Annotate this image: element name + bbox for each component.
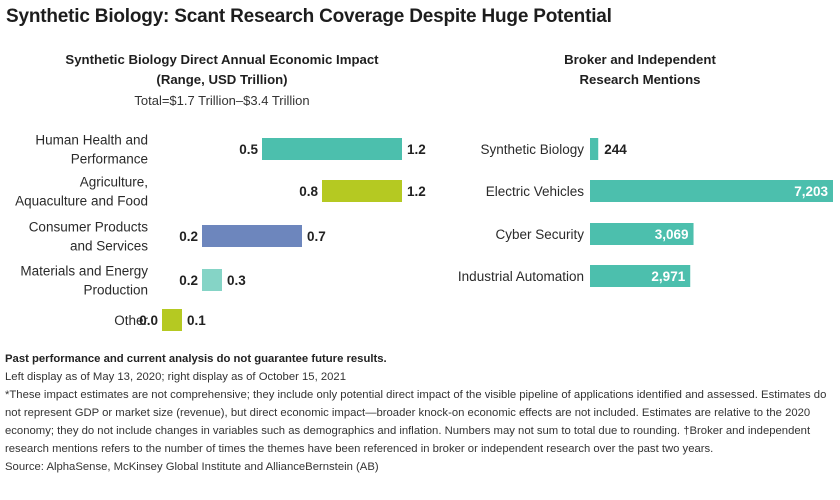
category-label: Aquaculture and Food — [15, 194, 148, 209]
economic-impact-chart: Human Health and Performance 0.5 1.2 Agricul… — [15, 133, 426, 331]
footer-notes: *These impact estimates are not comprehe… — [5, 389, 827, 455]
footer-dates: Left display as of May 13, 2020; right d… — [5, 371, 346, 383]
right-chart-title-line2: Research Mentions — [579, 72, 701, 87]
mentions-bar — [590, 180, 833, 202]
category-label: Cyber Security — [495, 227, 584, 242]
high-value-label: 0.1 — [187, 313, 206, 328]
category-label: Other — [114, 313, 148, 328]
left-chart-title-line2: (Range, USD Trillion) — [156, 72, 288, 87]
category-label: Production — [83, 283, 148, 298]
footer: Past performance and current analysis do… — [5, 350, 835, 476]
value-label: 244 — [604, 142, 627, 157]
high-value-label: 1.2 — [407, 142, 426, 157]
high-value-label: 1.2 — [407, 184, 426, 199]
high-value-label: 0.3 — [227, 273, 246, 288]
low-value-label: 0.8 — [299, 184, 318, 199]
charts-svg: Human Health and Performance 0.5 1.2 Agricul… — [15, 133, 833, 331]
research-mentions-chart: Synthetic Biology 244 Electric Vehicles 7,2… — [458, 138, 833, 287]
category-label: Human Health and — [35, 133, 148, 148]
impact-bar — [262, 138, 402, 160]
category-label: Industrial Automation — [458, 269, 584, 284]
mentions-bar — [590, 138, 599, 160]
value-label: 2,971 — [651, 269, 685, 284]
impact-bar — [162, 309, 182, 331]
category-label: Consumer Products — [29, 220, 149, 235]
impact-bar — [202, 269, 222, 291]
mentions-bar — [590, 223, 694, 245]
value-label: 3,069 — [655, 227, 689, 242]
impact-bar — [202, 225, 302, 247]
left-chart-title-line1: Synthetic Biology Direct Annual Economic… — [65, 52, 379, 67]
footer-source: Source: AlphaSense, McKinsey Global Inst… — [5, 461, 379, 473]
page-title: Synthetic Biology: Scant Research Covera… — [6, 6, 612, 27]
category-label: Synthetic Biology — [480, 142, 584, 157]
low-value-label: 0.2 — [179, 273, 198, 288]
right-chart-title: Broker and Independent Research Mentions — [520, 50, 760, 90]
category-label: Electric Vehicles — [486, 184, 585, 199]
category-label: and Services — [70, 239, 148, 254]
left-chart-total-note: Total=$1.7 Trillion–$3.4 Trillion — [134, 93, 310, 108]
category-label: Materials and Energy — [20, 264, 148, 279]
footer-disclaimer: Past performance and current analysis do… — [5, 353, 387, 365]
high-value-label: 0.7 — [307, 229, 326, 244]
left-chart-title: Synthetic Biology Direct Annual Economic… — [22, 50, 422, 90]
category-label: Performance — [71, 152, 148, 167]
low-value-label: 0.5 — [239, 142, 258, 157]
right-chart-title-line1: Broker and Independent — [564, 52, 716, 67]
value-label: 7,203 — [794, 184, 828, 199]
low-value-label: 0.0 — [139, 313, 158, 328]
mentions-bar — [590, 265, 691, 287]
low-value-label: 0.2 — [179, 229, 198, 244]
category-label: Agriculture, — [80, 175, 148, 190]
impact-bar — [322, 180, 402, 202]
